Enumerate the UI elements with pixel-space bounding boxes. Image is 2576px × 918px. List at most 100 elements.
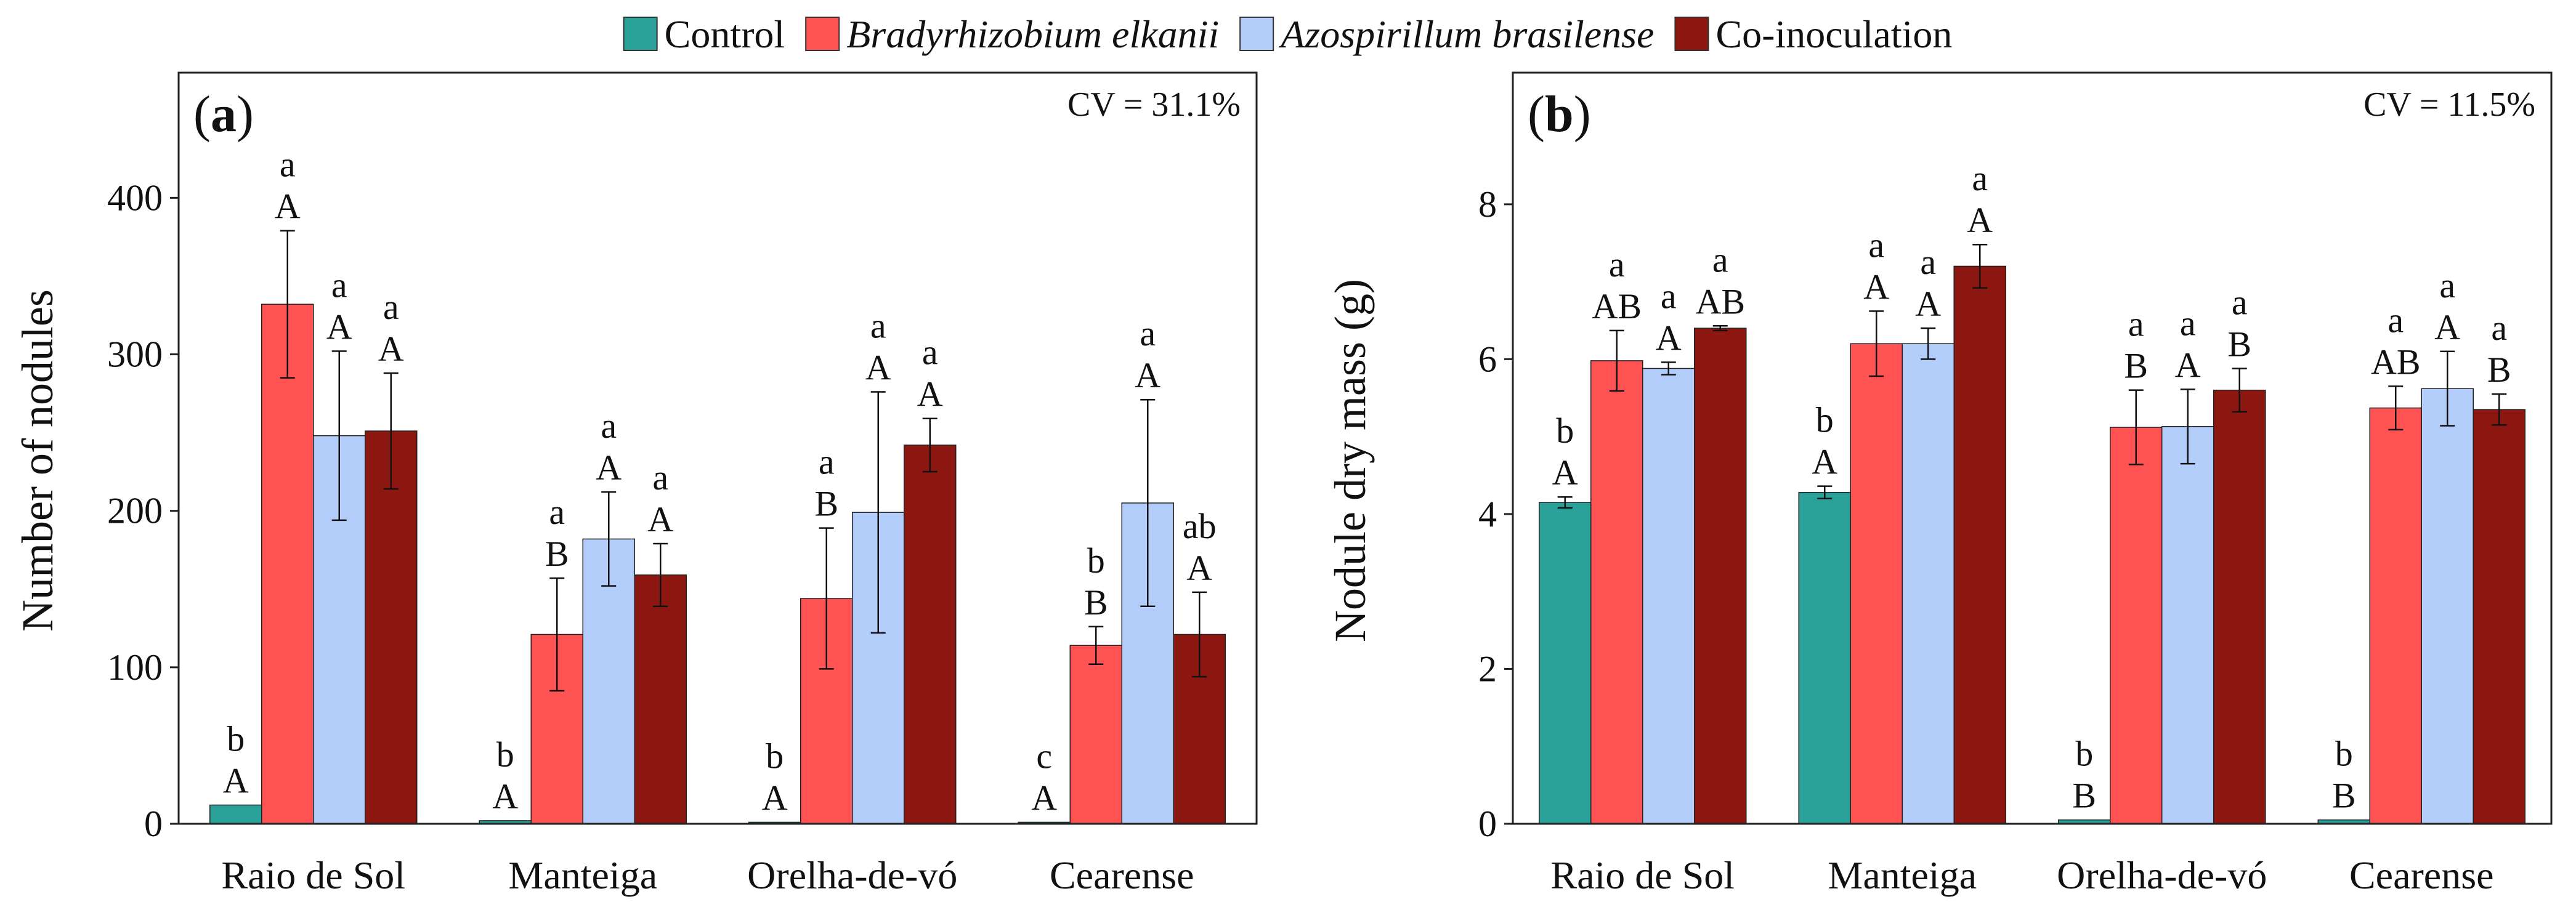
panel-b-sig-upper-manteiga-bradyrhizobium-elkanii: A (1863, 267, 1889, 307)
panel-b-sig-lower-manteiga-control: b (1816, 400, 1834, 440)
panel-a-sig-upper-cearense-azospirillum-brasilense: A (1135, 355, 1160, 395)
panel-b-sig-upper-raio-de-sol-control: A (1552, 453, 1578, 493)
legend-label-azospirillum-brasilense: Azospirillum brasilense (1278, 12, 1654, 56)
panel-b-y-axis-title: Nodule dry mass (g) (1326, 279, 1375, 642)
panel-a-bar-raio-de-sol-bradyrhizobium-elkanii (261, 304, 314, 824)
legend-item-bradyrhizobium-elkanii: Bradyrhizobium elkanii (805, 12, 1219, 56)
panel-a-sig-lower-manteiga-azospirillum-brasilense: a (601, 406, 617, 446)
panel-a-sig-lower-raio-de-sol-azospirillum-brasilense: a (331, 265, 347, 305)
panel-a-sig-lower-raio-de-sol-co-inoculation: a (383, 287, 399, 327)
panel-b-sig-lower-cearense-co-inoculation: a (2491, 308, 2507, 348)
panel-b-bar-manteiga-control (1798, 491, 1851, 824)
panel-a-category-orelha-de-vo: Orelha-de-vó (747, 853, 957, 897)
panel-b-sig-upper-orelha-de-vo-azospirillum-brasilense: A (2175, 345, 2201, 385)
panel-b-ytick-label: 4 (1478, 494, 1497, 534)
panel-b-sig-lower-orelha-de-vo-co-inoculation: a (2232, 282, 2248, 322)
panel-a-sig-upper-orelha-de-vo-azospirillum-brasilense: A (865, 348, 891, 388)
legend-item-co-inoculation: Co-inoculation (1674, 12, 1952, 56)
panel-b-sig-lower-manteiga-co-inoculation: a (1972, 158, 1988, 198)
panel-a-bar-cearense-bradyrhizobium-elkanii (1069, 645, 1122, 824)
panel-a-ytick-label: 100 (107, 647, 163, 688)
panel-a-sig-upper-raio-de-sol-co-inoculation: A (378, 329, 404, 369)
panel-a-y-axis-title: Number of nodules (13, 289, 62, 632)
panel-b-sig-upper-cearense-bradyrhizobium-elkanii: AB (2371, 342, 2421, 382)
panel-b-sig-lower-raio-de-sol-bradyrhizobium-elkanii: a (1609, 244, 1625, 284)
panel-b-label-letter: b (1545, 86, 1574, 143)
panel-a-sig-lower-manteiga-bradyrhizobium-elkanii: a (549, 492, 565, 532)
panel-b-sig-lower-raio-de-sol-control: b (1556, 411, 1574, 451)
panel-a-sig-upper-raio-de-sol-control: A (223, 761, 249, 801)
legend-item-azospirillum-brasilense: Azospirillum brasilense (1239, 12, 1654, 56)
panel-a-label: (a) (193, 86, 254, 143)
panel-a-sig-upper-cearense-control: A (1031, 778, 1057, 818)
panel-b-cv: CV = 11.5% (2363, 86, 2535, 124)
panel-b-sig-upper-cearense-azospirillum-brasilense: A (2434, 307, 2460, 347)
panel-b-category-manteiga: Manteiga (1828, 853, 1977, 897)
panel-b-category-cearense: Cearense (2349, 853, 2494, 897)
panel-a-sig-lower-cearense-bradyrhizobium-elkanii: b (1087, 541, 1105, 581)
panel-a-sig-upper-raio-de-sol-bradyrhizobium-elkanii: A (275, 187, 301, 227)
panel-a-sig-upper-manteiga-co-inoculation: A (647, 499, 673, 539)
panel-a-sig-upper-cearense-bradyrhizobium-elkanii: B (1084, 582, 1108, 622)
panel-a-sig-lower-manteiga-co-inoculation: a (652, 457, 668, 497)
panel-b-sig-lower-raio-de-sol-azospirillum-brasilense: a (1661, 276, 1677, 316)
panel-b-ytick-label: 6 (1478, 339, 1497, 379)
panel-b-sig-lower-cearense-azospirillum-brasilense: a (2439, 265, 2455, 305)
panel-a-bar-orelha-de-vo-co-inoculation (904, 445, 957, 824)
panel-b-sig-lower-manteiga-bradyrhizobium-elkanii: a (1868, 225, 1884, 265)
panel-a-category-manteiga: Manteiga (508, 853, 657, 897)
panel-b-sig-lower-orelha-de-vo-control: b (2075, 734, 2093, 774)
legend-item-control: Control (623, 12, 785, 56)
panel-b-sig-upper-raio-de-sol-bradyrhizobium-elkanii: AB (1592, 286, 1642, 326)
legend-label-control: Control (665, 12, 785, 56)
panel-a-sig-lower-orelha-de-vo-control: b (766, 736, 784, 776)
panel-b-sig-lower-cearense-control: b (2335, 734, 2353, 774)
panel-a-sig-lower-orelha-de-vo-co-inoculation: a (922, 332, 938, 372)
panel-b-ytick-label: 0 (1478, 803, 1497, 844)
panel-a-category-raio-de-sol: Raio de Sol (221, 853, 405, 897)
panel-a-sig-lower-manteiga-control: b (496, 735, 514, 775)
panel-b-sig-upper-orelha-de-vo-bradyrhizobium-elkanii: B (2124, 346, 2148, 386)
panel-a-bar-manteiga-co-inoculation (634, 574, 687, 824)
panel-a-sig-upper-raio-de-sol-azospirillum-brasilense: A (326, 307, 352, 347)
legend-swatch-control (623, 17, 658, 51)
panel-b-sig-lower-manteiga-azospirillum-brasilense: a (1920, 242, 1936, 282)
panel-b-sig-upper-cearense-co-inoculation: B (2487, 350, 2511, 390)
legend-swatch-azospirillum-brasilense (1239, 17, 1274, 51)
panel-a-ytick-label: 0 (144, 803, 163, 844)
panel-a-ytick-label: 400 (107, 177, 163, 218)
panel-b-sig-upper-manteiga-control: A (1812, 442, 1837, 482)
panel-b-sig-lower-orelha-de-vo-bradyrhizobium-elkanii: a (2128, 304, 2144, 344)
panel-b-chart: 0 2 4 6 8 Nodule dry mass (g) (b) CV = 11.5% Rai… (1326, 71, 2553, 897)
panel-a-sig-lower-orelha-de-vo-azospirillum-brasilense: a (870, 306, 886, 346)
panel-b-bar-orelha-de-vo-co-inoculation (2213, 389, 2266, 824)
panel-b-sig-upper-orelha-de-vo-control: B (2072, 776, 2096, 816)
panel-a-cv: CV = 31.1% (1067, 86, 1241, 124)
panel-b-sig-upper-manteiga-co-inoculation: A (1967, 200, 1993, 240)
panel-b-sig-upper-raio-de-sol-azospirillum-brasilense: A (1656, 318, 1682, 358)
legend-label-co-inoculation: Co-inoculation (1715, 12, 1952, 56)
panel-a-chart: 0 100 200 300 400 Number of nodules (a) CV = 31… (13, 71, 1258, 897)
panel-a-category-cearense: Cearense (1050, 853, 1194, 897)
panel-b-bar-raio-de-sol-bradyrhizobium-elkanii (1590, 360, 1643, 824)
panel-a-sig-lower-cearense-azospirillum-brasilense: a (1140, 313, 1156, 353)
panel-a-sig-upper-orelha-de-vo-bradyrhizobium-elkanii: B (814, 484, 838, 524)
panel-a-ytick-label: 200 (107, 491, 163, 531)
panel-b-sig-lower-cearense-bradyrhizobium-elkanii: a (2388, 300, 2404, 340)
panel-a-sig-lower-cearense-co-inoculation: ab (1183, 506, 1217, 546)
panel-a-sig-lower-raio-de-sol-control: b (227, 719, 245, 759)
legend-label-bradyrhizobium-elkanii: Bradyrhizobium elkanii (846, 12, 1219, 56)
panel-b-ytick-label: 2 (1478, 648, 1497, 689)
legend-swatch-bradyrhizobium-elkanii (805, 17, 840, 51)
panel-b-sig-upper-raio-de-sol-co-inoculation: AB (1695, 281, 1745, 321)
panel-b-sig-lower-orelha-de-vo-azospirillum-brasilense: a (2180, 303, 2196, 343)
panel-b-category-orelha-de-vo: Orelha-de-vó (2057, 853, 2267, 897)
panel-a-bar-raio-de-sol-control (209, 804, 262, 824)
panel-a-sig-upper-orelha-de-vo-co-inoculation: A (917, 374, 943, 414)
panel-b-sig-lower-raio-de-sol-co-inoculation: a (1712, 240, 1728, 280)
panel-b-bar-orelha-de-vo-bradyrhizobium-elkanii (2110, 427, 2163, 824)
panel-b-sig-upper-cearense-control: B (2332, 776, 2356, 816)
panel-a-ytick-label: 300 (107, 334, 163, 375)
panel-a-sig-lower-raio-de-sol-bradyrhizobium-elkanii: a (280, 145, 296, 185)
panel-b-bar-cearense-co-inoculation (2473, 409, 2525, 824)
